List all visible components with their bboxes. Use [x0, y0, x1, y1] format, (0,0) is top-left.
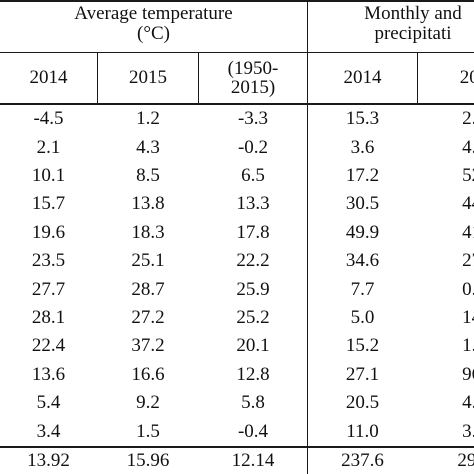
table-cell: 23.5: [31, 250, 66, 272]
subheader-2015: 2015: [129, 67, 167, 89]
table-cell: 15.3: [345, 108, 380, 130]
table-cell: 4.3: [136, 136, 160, 158]
table-cell: 25.2: [236, 307, 270, 329]
header-precipitation: Monthly and precipitati: [308, 4, 474, 52]
table-cell: 13.3: [236, 193, 270, 215]
group-rule: [307, 0, 308, 474]
subheader-1950-2015: (1950- 2015): [199, 53, 307, 103]
table-cell: 27.2: [131, 307, 165, 329]
table-cell: 49.9: [345, 221, 380, 243]
table-cell: 27.: [462, 250, 474, 272]
table-cell: 11.0: [346, 420, 379, 442]
table-cell: 1.4: [462, 335, 474, 357]
table-cell: 96.: [462, 363, 474, 385]
table-cell: 20.1: [236, 335, 270, 357]
header-avg-temperature-unit: (°C): [137, 22, 170, 44]
table-cell: 28.7: [131, 278, 165, 300]
table-cell: 13.8: [131, 193, 165, 215]
table-cell: 6.5: [241, 165, 265, 187]
table-cell: -0.2: [237, 136, 269, 158]
table-cell: -3.3: [237, 108, 269, 130]
table-cell: 15.7: [31, 193, 66, 215]
table-cell: 28.1: [31, 307, 66, 329]
header-precipitation-line2: precipitati: [374, 22, 452, 44]
total-cell: 13.92: [27, 450, 70, 472]
table-cell: 22.4: [31, 335, 66, 357]
subheader-2014: 2014: [29, 67, 68, 89]
subheader-1950-2015-line1: (1950-: [227, 58, 279, 79]
table-cell: 14.: [462, 307, 474, 329]
table-cell: 27.7: [31, 278, 66, 300]
table-cell: 22.2: [236, 250, 270, 272]
table-cell: 7.7: [350, 278, 375, 300]
table-cell: 52.: [462, 165, 474, 187]
subheader-precip-2014: 2014: [343, 67, 382, 89]
col-rule-1: [97, 53, 98, 104]
table-cell: 4.4: [462, 136, 474, 158]
header-rule: [0, 52, 474, 53]
header-precipitation-line1: Monthly and: [364, 3, 462, 24]
table-cell: 1.2: [136, 108, 160, 130]
table-cell: 16.6: [131, 363, 165, 385]
table-cell: 3.6: [350, 136, 375, 158]
table-cell: 41.: [462, 221, 474, 243]
table-cell: 17.8: [236, 221, 270, 243]
totals-rule: [0, 446, 474, 448]
header-avg-temperature-line1: Average temperature: [74, 3, 233, 24]
table-cell: 8.5: [136, 165, 160, 187]
table-cell: 25.1: [131, 250, 165, 272]
total-cell: 293.: [457, 450, 474, 472]
total-cell: 15.96: [126, 450, 170, 472]
top-rule: [0, 0, 474, 2]
table-cell: 2.2: [462, 108, 474, 130]
table-cell: 37.2: [131, 335, 165, 357]
table-cell: 5.0: [350, 307, 375, 329]
table-cell: 3.4: [36, 420, 61, 442]
total-cell: 237.6: [341, 450, 384, 472]
table-cell: 3.8: [462, 420, 474, 442]
table-cell: 17.2: [345, 165, 380, 187]
subheader-rule: [0, 103, 474, 105]
table-cell: 2.1: [36, 136, 61, 158]
table-cell: 20.5: [345, 392, 380, 414]
table-cell: 13.6: [31, 363, 66, 385]
table-cell: 44.: [462, 193, 474, 215]
header-avg-temperature: Average temperature (°C): [0, 4, 307, 52]
col-rule-4: [417, 53, 418, 104]
table-cell: 10.1: [31, 165, 66, 187]
table-cell: 0.3: [462, 278, 474, 300]
table-cell: 9.2: [136, 392, 160, 414]
subheader-precip-2015: 201: [459, 67, 474, 89]
table-cell: 19.6: [31, 221, 66, 243]
total-cell: 12.14: [231, 450, 275, 472]
table-cell: 4.3: [462, 392, 474, 414]
table-cell: -0.4: [237, 420, 269, 442]
table-cell: 27.1: [345, 363, 380, 385]
table-cell: 34.6: [345, 250, 380, 272]
table-cell: 12.8: [236, 363, 270, 385]
table-cell: 25.9: [236, 278, 270, 300]
table-cell: 1.5: [136, 420, 160, 442]
subheader-1950-2015-line2: 2015): [230, 77, 276, 98]
table-cell: -4.5: [33, 108, 64, 130]
table-cell: 5.8: [241, 392, 265, 414]
table-cell: 5.4: [36, 392, 61, 414]
table-cell: 18.3: [131, 221, 165, 243]
table-cell: 15.2: [345, 335, 380, 357]
table-cell: 30.5: [345, 193, 380, 215]
col-rule-2: [198, 53, 199, 104]
